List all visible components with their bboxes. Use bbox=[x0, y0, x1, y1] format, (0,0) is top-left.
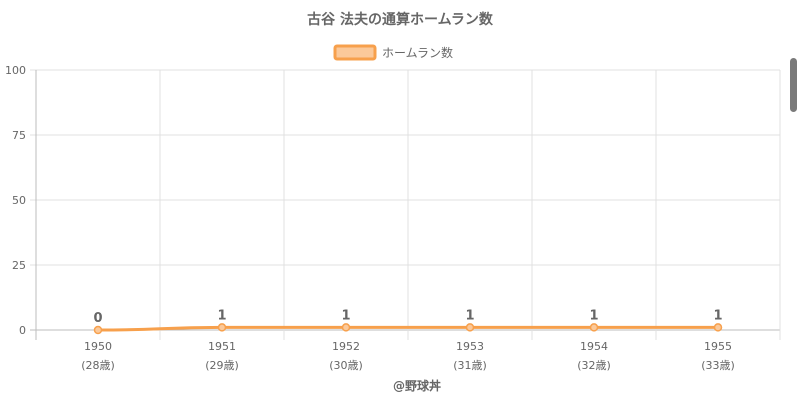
data-point bbox=[217, 323, 227, 332]
grid bbox=[30, 69, 781, 340]
x-tick-sublabel: (33歳) bbox=[701, 359, 735, 372]
data-label: 0 bbox=[93, 311, 102, 326]
data-point bbox=[589, 323, 599, 332]
y-tick-label: 0 bbox=[19, 324, 26, 337]
x-tick-label: 1954 bbox=[580, 340, 608, 353]
x-tick-sublabel: (29歳) bbox=[205, 359, 239, 372]
data-point bbox=[465, 323, 475, 332]
x-tick-label: 1951 bbox=[208, 340, 236, 353]
legend[interactable]: ホームラン数 bbox=[333, 44, 453, 61]
x-tick-sublabel: (32歳) bbox=[577, 359, 611, 372]
y-tick-label: 100 bbox=[5, 64, 26, 77]
legend-swatch bbox=[333, 44, 377, 61]
x-tick-sublabel: (28歳) bbox=[81, 359, 115, 372]
legend-label: ホームラン数 bbox=[382, 45, 453, 60]
y-tick-label: 50 bbox=[12, 194, 26, 207]
axes: 0 25 50 75 100 1950 (28歳) 1951 (29歳) 1952 (30歳) 195… bbox=[5, 64, 735, 372]
data-label: 1 bbox=[465, 308, 474, 323]
y-tick-label: 25 bbox=[12, 259, 26, 272]
data-labels: 0 1 1 1 1 1 bbox=[93, 308, 722, 326]
data-point bbox=[93, 325, 103, 335]
data-point bbox=[713, 323, 723, 332]
x-tick-label: 1955 bbox=[704, 340, 732, 353]
x-tick-label: 1950 bbox=[84, 340, 112, 353]
series-ホームラン数 bbox=[93, 323, 723, 335]
x-tick-label: 1953 bbox=[456, 340, 484, 353]
scrollbar[interactable] bbox=[790, 58, 797, 112]
data-label: 1 bbox=[217, 308, 226, 323]
series-line bbox=[97, 325, 718, 332]
x-tick-label: 1952 bbox=[332, 340, 360, 353]
data-label: 1 bbox=[341, 308, 350, 323]
data-label: 1 bbox=[589, 308, 598, 323]
chart-title: 古谷 法夫の通算ホームラン数 bbox=[307, 11, 494, 28]
data-point bbox=[341, 323, 351, 332]
x-tick-sublabel: (30歳) bbox=[329, 359, 363, 372]
x-tick-sublabel: (31歳) bbox=[453, 359, 487, 372]
data-label: 1 bbox=[713, 308, 722, 323]
y-tick-label: 75 bbox=[12, 129, 26, 142]
footer-credit: @野球丼 bbox=[393, 378, 441, 393]
